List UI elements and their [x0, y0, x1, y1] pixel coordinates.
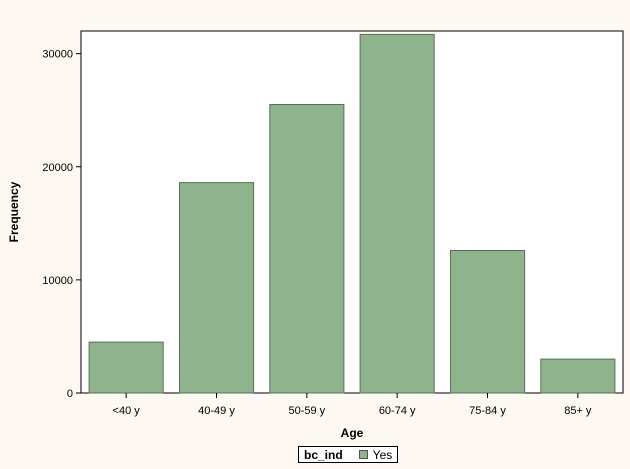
- x-tick-label-5: 85+ y: [564, 405, 592, 417]
- x-tick-label-0: <40 y: [113, 405, 141, 417]
- y-axis-title: Frequency: [7, 181, 21, 242]
- y-tick-label-1: 10000: [42, 275, 73, 287]
- legend-title: bc_ind: [304, 447, 343, 462]
- bar-5: [540, 358, 616, 394]
- bar-4: [450, 250, 526, 394]
- y-tick-label-3: 30000: [42, 49, 73, 61]
- legend-entry-label: Yes: [372, 447, 393, 462]
- x-axis: <40 y 40-49 y 50-59 y 60-74 y 75-84 y 85+ y: [113, 393, 592, 417]
- x-tick-label-3: 60-74 y: [379, 405, 416, 417]
- x-axis-title: Age: [341, 426, 364, 440]
- legend: bc_ind Yes: [298, 446, 399, 463]
- y-axis: 0 10000 20000 30000: [42, 49, 81, 400]
- bar-3: [359, 33, 435, 394]
- x-tick-label-2: 50-59 y: [288, 405, 325, 417]
- y-tick-label-2: 20000: [42, 162, 73, 174]
- plot-area: [80, 30, 624, 394]
- bar-2: [269, 104, 345, 394]
- x-tick-label-1: 40-49 y: [198, 405, 235, 417]
- bar-0: [88, 341, 164, 394]
- x-tick-label-4: 75-84 y: [469, 405, 506, 417]
- legend-swatch: [358, 450, 368, 459]
- y-tick-label-0: 0: [67, 388, 73, 400]
- bar-1: [179, 182, 255, 394]
- bars: [88, 33, 616, 394]
